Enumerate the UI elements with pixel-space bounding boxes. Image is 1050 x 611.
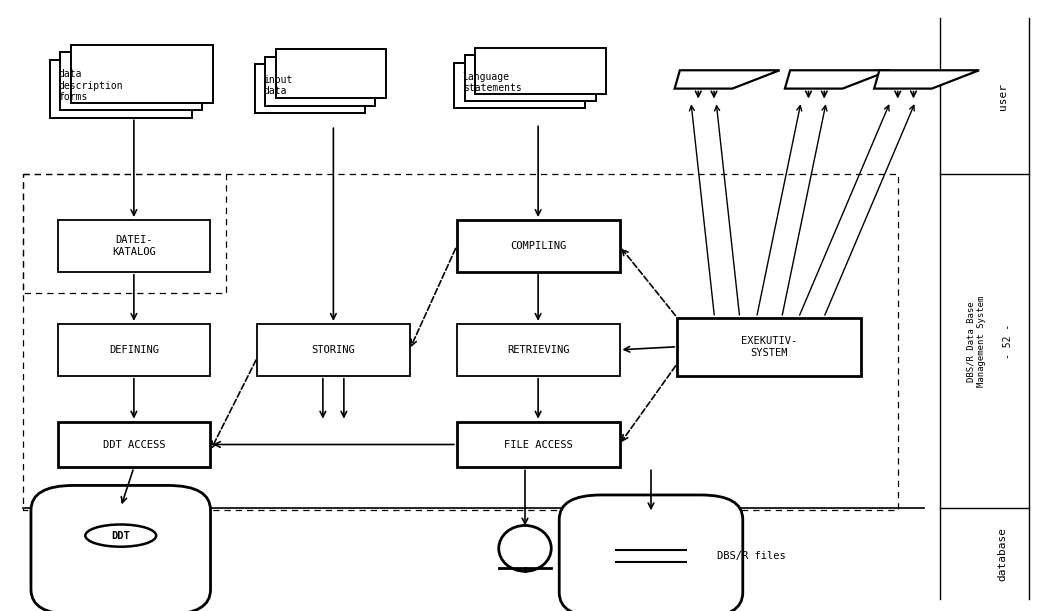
Text: RETRIEVING: RETRIEVING xyxy=(507,345,569,355)
Text: DBS/R files: DBS/R files xyxy=(716,551,785,561)
Polygon shape xyxy=(254,64,365,113)
Text: DDT: DDT xyxy=(111,530,130,541)
Text: EXEKUTIV-
SYSTEM: EXEKUTIV- SYSTEM xyxy=(741,336,797,357)
Polygon shape xyxy=(785,70,890,89)
Text: - 52 -: - 52 - xyxy=(1003,324,1013,359)
Text: COMPILING: COMPILING xyxy=(510,241,566,251)
Bar xyxy=(257,324,410,376)
Bar xyxy=(457,220,620,272)
Polygon shape xyxy=(275,49,386,98)
Bar xyxy=(457,422,620,467)
Bar xyxy=(677,318,861,376)
Text: data
description
forms: data description forms xyxy=(59,69,123,102)
Polygon shape xyxy=(675,70,779,89)
Bar xyxy=(58,324,210,376)
Text: DATEI-
KATALOG: DATEI- KATALOG xyxy=(112,235,155,257)
Text: DEFINING: DEFINING xyxy=(109,345,159,355)
Text: language
statements: language statements xyxy=(462,71,521,93)
Text: STORING: STORING xyxy=(312,345,355,355)
FancyBboxPatch shape xyxy=(32,485,210,611)
Polygon shape xyxy=(265,57,376,106)
Polygon shape xyxy=(454,63,586,109)
Polygon shape xyxy=(874,70,979,89)
Polygon shape xyxy=(475,48,607,93)
Polygon shape xyxy=(50,59,191,117)
Text: DBS/R Data Base
Management System: DBS/R Data Base Management System xyxy=(967,296,986,387)
Text: DDT ACCESS: DDT ACCESS xyxy=(103,439,165,450)
Bar xyxy=(58,220,210,272)
Text: user: user xyxy=(998,82,1008,110)
Bar xyxy=(457,324,620,376)
Polygon shape xyxy=(71,45,212,103)
Polygon shape xyxy=(464,56,596,101)
Bar xyxy=(58,422,210,467)
FancyBboxPatch shape xyxy=(560,495,742,611)
Ellipse shape xyxy=(85,524,156,547)
Polygon shape xyxy=(61,52,202,110)
Ellipse shape xyxy=(499,525,551,571)
Text: FILE ACCESS: FILE ACCESS xyxy=(504,439,572,450)
Text: input
data: input data xyxy=(262,75,292,97)
Text: database: database xyxy=(998,527,1008,580)
